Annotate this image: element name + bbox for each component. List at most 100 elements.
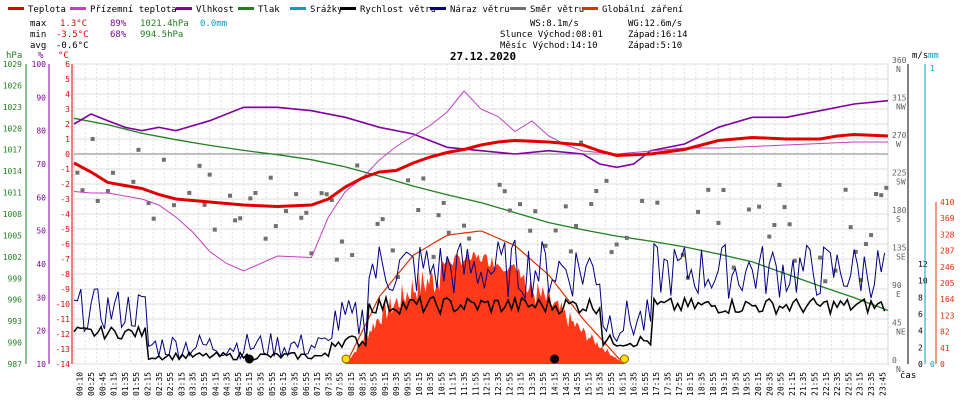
x-tick-54: 18:15 [686,372,695,396]
wind-direction-point [823,279,828,284]
x-tick-12: 04:15 [211,372,220,396]
wind-direction-point [446,230,451,235]
x-tick-20: 06:55 [302,372,311,396]
x-tick-66: 22:15 [822,372,831,396]
temperature-tick-17: 3 [65,105,70,114]
stat-max-hum: 89% [110,19,127,29]
wind-direction-point [421,176,426,181]
wind-tick-4: 8 [918,293,923,302]
x-tick-57: 19:15 [720,372,729,396]
wind-direction-point [767,234,772,239]
legend-label-1: Přízemní teplota [90,5,177,15]
x-tick-41: 13:55 [539,372,548,396]
pressure-tick-14: 1029 [3,60,22,69]
direction-label-4: S [896,215,901,224]
wind-direction-point [273,224,278,229]
legend-label-5: Rychlost větru [360,5,436,15]
wind-direction-point [843,187,848,192]
left-axes: 9879909939969991002100510081011101410171… [3,60,73,369]
x-tick-42: 14:15 [550,372,559,396]
x-tick-4: 01:35 [121,372,130,396]
stat-min-temp: -3.5°C [56,30,89,40]
temperature-tick-19: 5 [65,75,70,84]
wind-direction-point [436,213,441,218]
x-tick-70: 23:35 [867,372,876,396]
humidity-tick-1: 20 [36,327,46,336]
stat-avg-temp: -0.6°C [56,41,89,51]
wind-direction-point [716,220,721,225]
temperature-tick-20: 6 [65,60,70,69]
x-tick-24: 08:15 [347,372,356,396]
x-tick-51: 17:15 [652,372,661,396]
pressure-tick-7: 1008 [3,210,22,219]
direction-tick-0: 0 [892,356,897,365]
x-tick-10: 03:35 [189,372,198,396]
x-tick-32: 10:55 [437,372,446,396]
radiation-tick-5: 205 [940,279,955,288]
x-tick-7: 02:35 [155,372,164,396]
wind-direction-point [848,225,853,230]
wind-direction-point [253,190,258,195]
wind-direction-point [375,221,380,226]
x-tick-30: 10:15 [415,372,424,396]
direction-label-3: SE [896,253,906,262]
wind-direction-point [609,250,614,255]
temperature-line [73,132,889,209]
sun-marker-1 [619,354,629,364]
temperature-tick-15: 1 [65,135,70,144]
legend-label-8: Globální záření [602,5,683,15]
wind-direction-point [869,233,874,238]
legend-label-3: Tlak [258,5,280,15]
pressure-tick-1: 990 [8,339,23,348]
wind-direction-point [263,236,268,241]
stat-moon-rise: Měsíc Východ:14:10 [500,41,598,51]
temperature-tick-11: -3 [60,195,70,204]
wind-direction-point [497,182,502,187]
humidity-tick-3: 40 [36,260,46,269]
wind-direction-point [680,252,685,257]
x-tick-9: 03:15 [177,372,186,396]
rain-tick-1: 1 [930,64,935,73]
x-tick-58: 19:35 [731,372,740,396]
radiation-tick-6: 246 [940,263,955,272]
moon-marker-0 [244,354,254,364]
wind-direction-point [304,210,309,215]
radiation-tick-3: 123 [940,311,955,320]
direction-tick-1: 45 [892,319,902,328]
legend-swatch-4 [290,7,306,10]
direction-tick-6: 270 [892,131,907,140]
wind-direction-point [772,223,777,228]
wind-direction-point [228,193,233,198]
stat-avg-label: avg [30,41,46,51]
pressure-line [73,117,889,312]
x-tick-35: 11:55 [471,372,480,396]
x-tick-36: 12:15 [483,372,492,396]
wind-direction-point [324,192,329,197]
wind-direction-point [507,208,512,213]
x-tick-1: 00:25 [87,372,96,396]
x-tick-5: 01:55 [132,372,141,396]
x-tick-46: 15:35 [596,372,605,396]
x-tick-55: 18:35 [697,372,706,396]
x-tick-11: 03:55 [200,372,209,396]
wind-direction-point [604,178,609,183]
wind-direction-point [390,248,395,253]
temperature-tick-7: -7 [60,255,70,264]
wind-direction-point [350,252,355,257]
wind-direction-point [787,222,792,227]
wind-direction-point [431,254,436,259]
rain-unit: mm [928,51,939,61]
direction-label-8: N [896,65,901,74]
wind-direction-point [746,207,751,212]
wind-direction-point [151,216,156,221]
x-tick-6: 02:15 [143,372,152,396]
legend: Teplota Přízemní teplota Vlhkost Tlak Srážky… [8,5,683,15]
x-tick-19: 06:35 [290,372,299,396]
pressure-unit: hPa [6,51,22,61]
direction-tick-2: 90 [892,281,902,290]
wind-direction-point [818,255,823,260]
radiation-tick-10: 410 [940,198,955,207]
legend-swatch-5 [340,7,356,10]
legend-label-4: Srážky [310,5,343,15]
pressure-tick-0: 987 [8,360,23,369]
